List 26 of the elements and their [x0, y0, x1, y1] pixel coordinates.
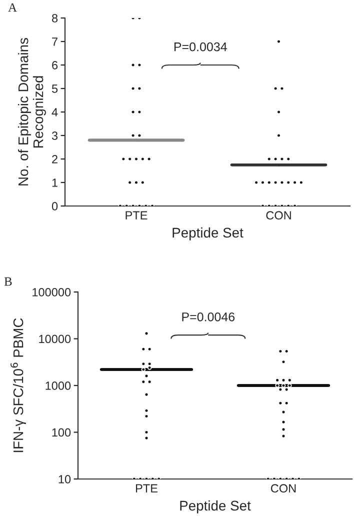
y-tick-label: 8 [52, 14, 58, 22]
y-axis-title: No. of Epitopic Domains Recognized [18, 38, 46, 186]
text: B [4, 277, 12, 286]
y-axis-title: IFN-γ SFC/10$^{6}$ PBMC [10, 318, 26, 452]
y-tick-label: 7 [52, 38, 58, 46]
annotation: P=0.0046 [182, 312, 235, 322]
y-tick-label: 10000 [39, 334, 71, 344]
y-tick-label: 3 [52, 132, 58, 140]
x-axis-title: Peptide Set [180, 500, 251, 514]
y-tick-label: 2 [52, 155, 58, 164]
y-tick-label: 100 [52, 428, 71, 437]
y-tick-label: 6 [52, 61, 58, 70]
x-tick-label: CON [270, 484, 296, 493]
x-tick-label: PTE [126, 211, 148, 220]
annotation: P=0.0034 [174, 42, 227, 52]
y-tick-label: 4 [52, 108, 58, 116]
text: A [8, 3, 17, 12]
y-tick-label: 1000 [46, 382, 71, 390]
y-tick-label: 1 [52, 178, 58, 187]
y-tick-label: 0 [52, 202, 58, 210]
y-tick-label: 100000 [32, 288, 71, 296]
x-tick-label: CON [266, 211, 291, 220]
y-tick-label: 10 [58, 475, 71, 484]
x-axis-title: Peptide Set [172, 227, 244, 240]
x-tick-label: PTE [136, 484, 158, 492]
y-tick-label: 5 [52, 84, 58, 93]
